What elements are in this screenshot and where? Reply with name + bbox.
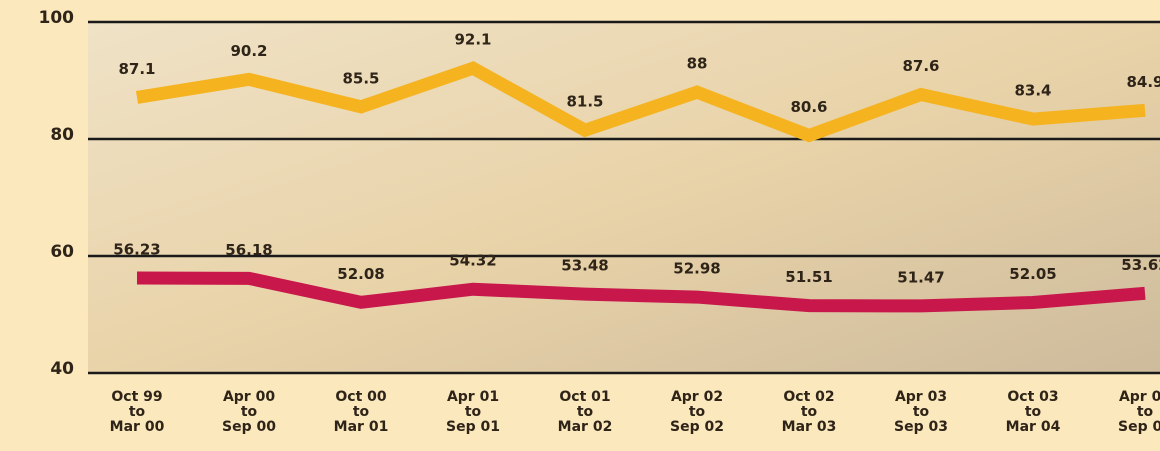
y-tick-label: 40 (50, 359, 74, 379)
x-tick-label: Oct 99 to Mar 00 (109, 389, 165, 435)
data-label: 52.98 (673, 260, 720, 278)
data-label: 56.18 (225, 241, 272, 259)
data-label: 87.1 (118, 60, 155, 78)
y-tick-label: 60 (50, 242, 74, 262)
data-label: 51.51 (785, 268, 832, 286)
x-tick-label: Apr 04 to Sep 04 (1118, 389, 1160, 435)
x-tick-label: Apr 03 to Sep 03 (894, 389, 948, 435)
data-label: 52.08 (337, 265, 384, 283)
y-tick-label: 100 (39, 8, 75, 28)
x-tick-label: Oct 03 to Mar 04 (1005, 389, 1061, 435)
y-tick-label: 80 (50, 125, 74, 145)
data-label: 88 (687, 55, 708, 73)
x-tick-label: Apr 01 to Sep 01 (446, 389, 500, 435)
data-label: 53.62 (1121, 256, 1160, 274)
x-tick-label: Apr 00 to Sep 00 (222, 389, 276, 435)
data-label: 54.32 (449, 252, 496, 270)
x-tick-label: Oct 01 to Mar 02 (557, 389, 613, 435)
data-label: 85.5 (342, 69, 379, 87)
data-label: 83.4 (1014, 82, 1051, 100)
data-label: 52.05 (1009, 265, 1056, 283)
series-line (136, 271, 1146, 313)
x-tick-label: Apr 02 to Sep 02 (670, 389, 724, 435)
series-line (135, 61, 1146, 143)
data-label: 53.48 (561, 257, 608, 275)
data-label: 90.2 (230, 42, 267, 60)
data-label: 87.6 (902, 57, 939, 75)
data-label: 84.9 (1126, 73, 1160, 91)
data-label: 80.6 (790, 98, 827, 116)
x-tick-label: Oct 00 to Mar 01 (333, 389, 389, 435)
x-tick-label: Oct 02 to Mar 03 (781, 389, 837, 435)
data-label: 51.47 (897, 268, 944, 286)
data-label: 56.23 (113, 241, 160, 259)
data-label: 92.1 (454, 31, 491, 49)
data-label: 81.5 (566, 93, 603, 111)
